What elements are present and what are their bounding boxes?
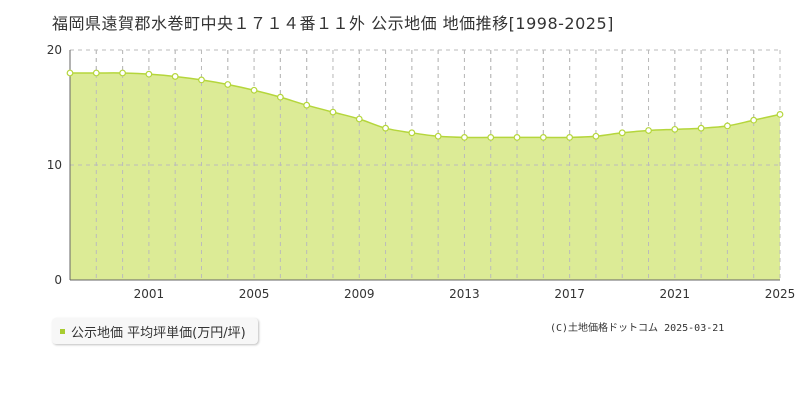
legend: 公示地価 平均坪単価(万円/坪) (52, 318, 258, 344)
legend-label: 公示地価 平均坪単価(万円/坪) (71, 325, 246, 341)
data-point (697, 124, 705, 132)
y-tick-label: 20 (47, 43, 62, 57)
data-point (487, 133, 495, 141)
series-area (70, 72, 780, 280)
data-point (618, 129, 626, 137)
series-line (70, 72, 781, 139)
copyright-text: (C)土地価格ドットコム 2025-03-21 (550, 323, 725, 334)
data-point (145, 70, 153, 78)
x-tick-label: 2013 (449, 287, 480, 301)
data-point (119, 69, 126, 77)
data-point (66, 69, 74, 77)
x-tick-label: 2025 (765, 287, 796, 301)
data-point (671, 125, 679, 133)
y-tick-label: 10 (47, 158, 62, 172)
data-point (408, 129, 416, 137)
data-point (750, 116, 758, 124)
data-point (513, 133, 521, 141)
data-point (724, 122, 731, 130)
area-layer (70, 49, 781, 280)
data-point (250, 86, 258, 94)
label-layer: 0 10 20 2001 2005 2009 2013 2017 2021 2025 (47, 43, 796, 301)
data-point (566, 133, 574, 141)
data-point (434, 132, 442, 140)
y-tick-label: 0 (54, 273, 62, 287)
data-point (303, 101, 311, 109)
grid-overlay (70, 49, 781, 280)
data-point (776, 110, 784, 118)
data-point (198, 76, 205, 84)
data-point (92, 69, 100, 77)
data-point (329, 108, 337, 116)
x-tick-label: 2001 (134, 287, 165, 301)
x-tick-label: 2009 (344, 287, 375, 301)
data-point (461, 133, 468, 141)
chart-title: 福岡県遠賀郡水巻町中央１７１４番１１外 公示地価 地価推移[1998-2025] (52, 14, 614, 33)
x-tick-label: 2021 (660, 287, 691, 301)
data-point (224, 81, 232, 88)
x-tick-label: 2005 (239, 287, 270, 301)
data-point (539, 133, 547, 141)
data-point (276, 93, 284, 101)
data-point (592, 132, 600, 140)
data-point (171, 73, 179, 80)
data-point (645, 127, 652, 134)
data-point (355, 115, 363, 123)
data-point (382, 124, 389, 132)
x-tick-label: 2017 (554, 287, 585, 301)
axis-layer (69, 50, 780, 281)
point-layer (66, 69, 784, 141)
legend-marker (60, 328, 65, 334)
